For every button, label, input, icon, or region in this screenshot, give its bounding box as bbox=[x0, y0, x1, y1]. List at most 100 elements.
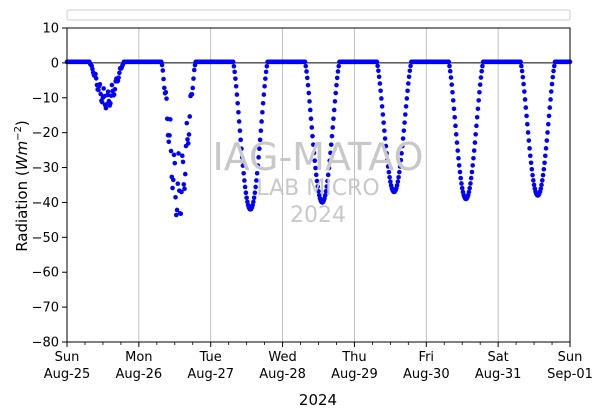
data-point bbox=[93, 71, 98, 77]
data-point bbox=[525, 130, 531, 135]
x-tick-label-day: Sun bbox=[558, 350, 583, 365]
data-point bbox=[235, 100, 240, 106]
data-point bbox=[406, 81, 411, 86]
data-point bbox=[103, 105, 109, 111]
x-tick-label-day: Thu bbox=[341, 350, 366, 365]
data-point bbox=[466, 189, 472, 195]
data-point bbox=[453, 123, 458, 129]
data-point bbox=[380, 112, 386, 117]
data-point bbox=[236, 119, 242, 124]
data-point bbox=[545, 121, 551, 127]
data-point bbox=[519, 63, 524, 69]
data-point bbox=[453, 132, 459, 137]
data-point bbox=[394, 183, 400, 188]
data-point bbox=[310, 142, 316, 147]
data-point bbox=[238, 137, 243, 143]
data-point bbox=[478, 75, 484, 80]
data-point bbox=[316, 188, 321, 194]
data-point bbox=[179, 189, 184, 195]
data-point bbox=[98, 91, 103, 97]
data-point bbox=[451, 106, 457, 112]
watermark: IAG-MATAO LAB MICRO 2024 bbox=[212, 135, 423, 228]
data-point bbox=[251, 199, 256, 205]
y-tick-label: −20 bbox=[32, 126, 59, 141]
data-point bbox=[261, 92, 267, 97]
data-point bbox=[233, 83, 239, 89]
data-point bbox=[400, 143, 405, 149]
data-point bbox=[474, 123, 479, 129]
data-point bbox=[170, 177, 176, 183]
data-point bbox=[241, 171, 246, 176]
data-point bbox=[458, 175, 464, 181]
data-point bbox=[185, 141, 191, 146]
data-point bbox=[542, 160, 547, 166]
data-point bbox=[547, 105, 553, 110]
data-point bbox=[233, 76, 238, 81]
y-tick-label: −80 bbox=[32, 336, 59, 351]
data-point bbox=[258, 128, 264, 133]
data-point bbox=[476, 98, 481, 103]
data-point bbox=[175, 181, 181, 186]
data-point bbox=[385, 157, 390, 163]
y-axis-title: Radiation (Wm−2) bbox=[13, 120, 31, 252]
x-tick-label-date: Aug-27 bbox=[187, 367, 234, 382]
data-point bbox=[520, 74, 526, 80]
data-point bbox=[171, 152, 177, 158]
data-point bbox=[116, 75, 121, 80]
data-point bbox=[322, 192, 328, 198]
data-point bbox=[459, 185, 465, 191]
data-point bbox=[397, 169, 402, 175]
x-tick-label-date: Aug-28 bbox=[259, 367, 306, 382]
data-point bbox=[539, 182, 544, 188]
data-point bbox=[519, 68, 525, 74]
y-axis: 10 0 −10 −20 −30 −40 −50 −60 −70 −80 bbox=[32, 22, 67, 351]
data-point bbox=[172, 160, 178, 166]
data-point bbox=[551, 68, 556, 74]
grid-lines bbox=[66, 28, 571, 342]
data-point bbox=[174, 207, 180, 213]
x-tick-label-day: Tue bbox=[199, 350, 222, 365]
data-point bbox=[327, 158, 333, 163]
data-point bbox=[383, 143, 389, 149]
watermark-line-1: IAG-MATAO bbox=[212, 135, 423, 179]
y-tick-label: −40 bbox=[32, 196, 59, 211]
data-point bbox=[374, 59, 380, 65]
data-point bbox=[457, 169, 463, 175]
data-point bbox=[186, 132, 192, 137]
data-point bbox=[479, 68, 484, 74]
data-point bbox=[545, 130, 550, 135]
data-point bbox=[315, 184, 321, 189]
data-point bbox=[257, 137, 263, 143]
data-point bbox=[191, 76, 196, 81]
data-point bbox=[256, 155, 261, 160]
data-point bbox=[397, 164, 403, 169]
data-point bbox=[255, 163, 261, 168]
data-point bbox=[550, 74, 556, 80]
data-point bbox=[243, 190, 249, 196]
data-point bbox=[531, 182, 537, 188]
data-point bbox=[538, 186, 544, 191]
data-point bbox=[528, 160, 534, 166]
data-point bbox=[379, 96, 384, 101]
x-tick-label-day: Mon bbox=[125, 350, 152, 365]
data-point bbox=[454, 140, 460, 145]
data-point bbox=[333, 90, 339, 96]
data-point bbox=[447, 63, 452, 69]
data-point bbox=[468, 175, 474, 181]
data-point bbox=[176, 151, 181, 156]
data-point bbox=[456, 155, 461, 161]
data-point bbox=[448, 75, 454, 80]
data-point bbox=[311, 150, 317, 156]
data-point bbox=[191, 67, 197, 73]
data-point bbox=[160, 68, 166, 73]
data-point bbox=[263, 69, 269, 75]
data-point bbox=[166, 139, 172, 145]
data-point bbox=[178, 211, 184, 217]
data-point bbox=[305, 82, 311, 88]
data-point bbox=[230, 59, 236, 65]
data-point bbox=[521, 81, 526, 87]
data-point bbox=[242, 178, 247, 183]
data-point bbox=[325, 178, 330, 184]
data-point bbox=[251, 195, 257, 201]
